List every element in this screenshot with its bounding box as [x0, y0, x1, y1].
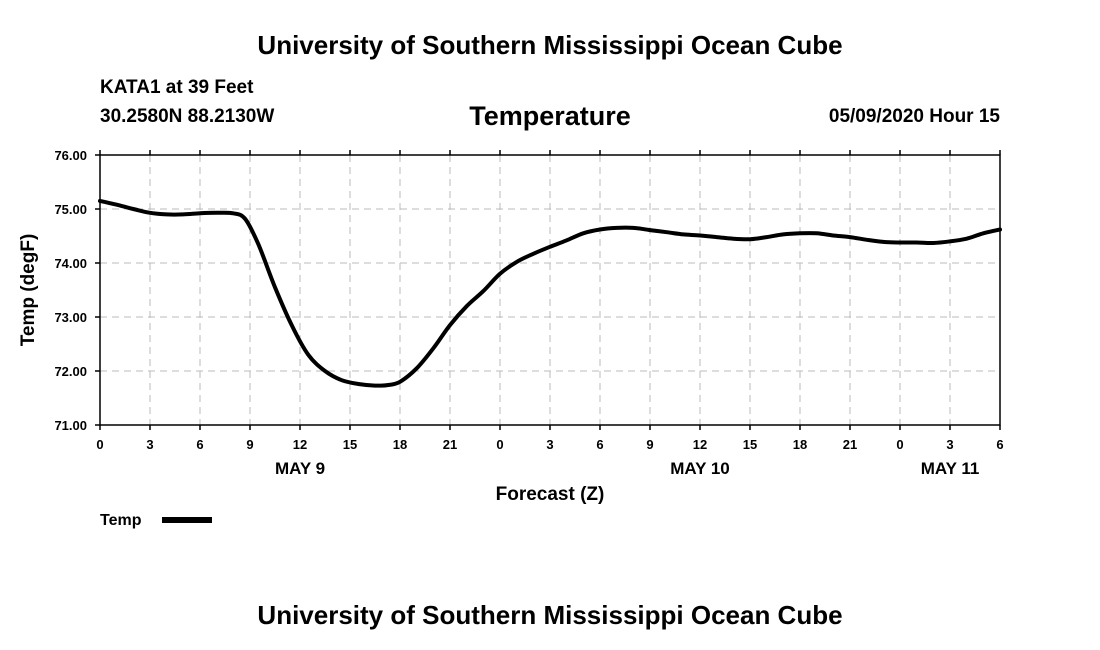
x-tick-label: 9 [246, 437, 253, 452]
x-tick-label: 21 [443, 437, 457, 452]
x-tick-label: 15 [743, 437, 757, 452]
y-tick-label: 74.00 [54, 256, 87, 271]
y-tick-label: 75.00 [54, 202, 87, 217]
grid-layer [100, 155, 1000, 425]
forecast-datetime: 05/09/2020 Hour 15 [828, 106, 1000, 127]
chart-title: Temperature [469, 101, 631, 131]
series-line-temp [98, 198, 1002, 388]
x-tick-label: 21 [843, 437, 857, 452]
legend-label-temp: Temp [100, 512, 142, 529]
page-title: University of Southern Mississippi Ocean… [257, 30, 843, 60]
y-tick-label: 73.00 [54, 310, 87, 325]
x-tick-label: 0 [96, 437, 103, 452]
x-tick-label: 12 [293, 437, 307, 452]
x-tick-label: 6 [196, 437, 203, 452]
day-label: MAY 11 [921, 459, 980, 478]
y-tick-label: 71.00 [54, 418, 87, 433]
x-tick-label: 3 [146, 437, 153, 452]
legend: Temp [100, 512, 212, 529]
x-tick-label: 18 [793, 437, 807, 452]
tick-layer [95, 150, 1001, 430]
x-tick-label: 6 [596, 437, 603, 452]
footer-title: University of Southern Mississippi Ocean… [257, 600, 843, 630]
x-tick-label: 12 [693, 437, 707, 452]
x-tick-label: 0 [496, 437, 503, 452]
x-tick-label: 9 [646, 437, 653, 452]
x-tick-label: 6 [996, 437, 1003, 452]
day-label: MAY 9 [275, 459, 325, 478]
x-axis-title: Forecast (Z) [496, 484, 605, 505]
label-layer: 71.00 72.00 73.00 74.00 75.00 76.00 0 3 6 9 12 15 18… [54, 148, 1003, 478]
x-tick-label: 18 [393, 437, 407, 452]
day-label: MAY 10 [670, 459, 730, 478]
x-tick-label: 15 [343, 437, 357, 452]
y-axis-title: Temp (degF) [18, 234, 39, 347]
x-tick-label: 3 [946, 437, 953, 452]
x-tick-label: 3 [546, 437, 553, 452]
station-coordinates: 30.2580N 88.2130W [100, 106, 275, 127]
x-tick-label: 0 [896, 437, 903, 452]
y-tick-label: 72.00 [54, 364, 87, 379]
y-tick-label: 76.00 [54, 148, 87, 163]
station-label: KATA1 at 39 Feet [100, 77, 254, 98]
